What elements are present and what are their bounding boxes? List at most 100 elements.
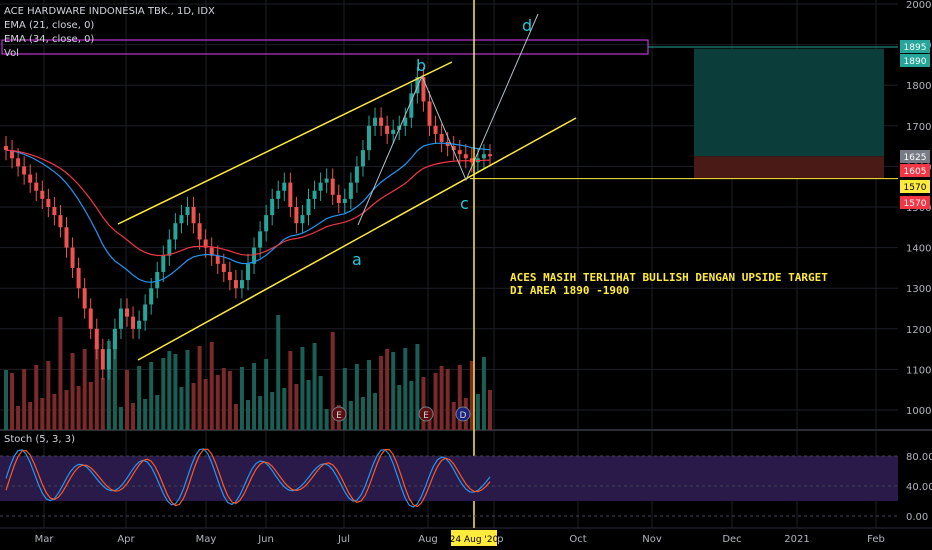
candle-body (197, 223, 202, 240)
volume-bar (167, 351, 172, 430)
annotation-line1: ACES MASIH TERLIHAT BULLISH DENGAN UPSID… (510, 271, 828, 284)
time-tick-label: Nov (642, 534, 662, 545)
event-marker-label: D (460, 411, 467, 421)
volume-bar (282, 388, 287, 430)
candle-body (209, 247, 214, 256)
volume-bar (469, 361, 474, 430)
price-label-text: 1570 (904, 199, 927, 209)
ema21-line (5, 142, 491, 283)
candle-body (433, 125, 438, 134)
wave-label-d: d (522, 16, 533, 35)
volume-bar (391, 352, 396, 430)
candle-body (64, 227, 69, 248)
candle-body (330, 178, 335, 195)
candle-body (360, 150, 365, 167)
volume-bar (185, 350, 190, 430)
candle-body (306, 198, 311, 216)
volume-bar (137, 366, 142, 430)
price-label-box (900, 180, 930, 193)
stop-zone (694, 156, 884, 179)
volume-bar (179, 387, 184, 430)
volume-bar (451, 402, 456, 430)
candle-body (173, 223, 178, 240)
volume-bar (22, 369, 27, 430)
price-label-box (900, 196, 930, 209)
price-label-text: 1895 (904, 43, 927, 53)
volume-bar (46, 361, 51, 430)
volume-bar (342, 368, 347, 430)
volume-bar (203, 379, 208, 430)
candle-body (215, 255, 220, 264)
candle-body (481, 154, 486, 159)
candle-body (318, 182, 323, 191)
candle-body (221, 263, 226, 272)
candle-body (100, 349, 105, 370)
volume-bar (318, 376, 323, 430)
candle-body (367, 125, 371, 151)
candle-body (264, 215, 269, 232)
candle-body (52, 207, 57, 216)
volume-bar (312, 343, 317, 430)
stoch-band (0, 456, 898, 501)
event-marker-label: E (423, 411, 429, 421)
candle-body (82, 288, 87, 309)
volume-bar (125, 370, 129, 430)
volume-bar (439, 366, 444, 430)
candle-body (439, 133, 444, 143)
price-tick-label: 2000 (906, 0, 931, 11)
price-tick-label: 1400 (906, 244, 931, 255)
volume-bar (70, 353, 75, 430)
ema21-legend: EMA (21, close, 0) (4, 20, 95, 31)
volume-bar (131, 403, 136, 430)
candle-body (40, 190, 45, 199)
candle-body (379, 117, 384, 126)
candle-body (457, 150, 462, 155)
volume-bar (239, 367, 244, 430)
time-tick-label: Mar (35, 534, 55, 545)
volume-bar (209, 342, 214, 430)
candle-body (10, 150, 15, 159)
candle-body (258, 231, 263, 248)
volume-bar (367, 360, 371, 430)
volume-bar (4, 370, 8, 430)
volume-bar (34, 365, 39, 430)
candle-body (131, 316, 136, 329)
stoch-k-line (5, 448, 491, 508)
candle-body (149, 288, 154, 305)
ema34-legend: EMA (34, close, 0) (4, 34, 95, 45)
volume-bar (197, 346, 202, 430)
candle-body (300, 215, 305, 224)
volume-bar (252, 363, 257, 430)
annotation-line2: DI AREA 1890 -1900 (510, 284, 630, 297)
candle-body (112, 328, 117, 350)
price-label-text: 1570 (904, 183, 927, 193)
volume-bar (10, 373, 15, 430)
price-tick-label: 1300 (906, 284, 931, 295)
volume-bar (403, 348, 408, 430)
candle-body (354, 166, 359, 183)
candle-body (137, 320, 142, 329)
candle-body (76, 267, 81, 289)
price-label-box (900, 150, 930, 163)
candle-body (167, 239, 172, 256)
price-label-text: 1625 (904, 153, 927, 163)
candle-body (28, 174, 33, 183)
stoch-d-line (5, 448, 491, 508)
volume-bar (149, 362, 154, 430)
analysis-annotation: ACES MASIH TERLIHAT BULLISH DENGAN UPSID… (510, 271, 828, 297)
stoch-tick-label: 80.00 (906, 452, 932, 463)
time-tick-label: Oct (569, 534, 586, 545)
volume-bar (52, 394, 57, 430)
price-tick-label: 1000 (906, 406, 931, 417)
volume-bar (227, 371, 232, 430)
event-marker-label: E (336, 411, 342, 421)
stoch-tick-label: 40.00 (906, 482, 932, 493)
candle-body (373, 117, 378, 126)
price-tick-label: 1100 (906, 365, 931, 376)
candle-body (409, 93, 414, 118)
volume-bar (348, 401, 353, 430)
candle-body (421, 77, 426, 102)
volume-bar (373, 393, 378, 430)
event-marker (418, 406, 434, 422)
